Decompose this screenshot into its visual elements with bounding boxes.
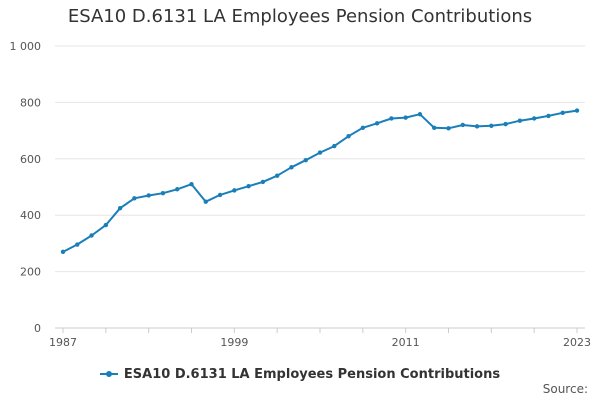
data-point — [175, 187, 180, 192]
data-point — [260, 179, 266, 185]
data-point — [303, 158, 308, 163]
x-tick-label: 1987 — [49, 336, 77, 349]
data-point — [132, 196, 137, 201]
data-point — [274, 173, 280, 178]
data-point — [189, 181, 194, 187]
data-point — [117, 205, 123, 211]
data-point — [503, 121, 508, 127]
data-point — [75, 242, 80, 247]
data-point — [60, 249, 66, 255]
data-point — [246, 183, 251, 189]
y-tick-label: 600 — [20, 153, 41, 166]
chart-title: ESA10 D.6131 LA Employees Pension Contri… — [67, 6, 533, 27]
source-label: Source: — [542, 382, 588, 396]
data-point — [289, 165, 294, 170]
y-tick-label: 0 — [34, 322, 41, 335]
y-tick-label: 400 — [20, 209, 41, 222]
data-point — [217, 192, 223, 198]
data-point — [317, 150, 323, 155]
legend-label: ESA10 D.6131 LA Employees Pension Contri… — [123, 366, 501, 382]
data-point — [203, 199, 208, 204]
data-point — [232, 188, 237, 193]
chart-legend: ESA10 D.6131 LA Employees Pension Contri… — [0, 364, 600, 382]
x-tick-label: 1999 — [220, 336, 248, 349]
data-point — [389, 116, 394, 121]
legend-marker-icon — [99, 371, 118, 377]
y-tick-label: 200 — [20, 266, 41, 279]
data-point — [146, 193, 151, 198]
x-tick-label: 2011 — [392, 336, 420, 349]
data-point — [103, 222, 109, 228]
legend-item[interactable]: ESA10 D.6131 LA Employees Pension Contri… — [99, 366, 501, 382]
data-point — [346, 134, 351, 139]
data-point — [332, 143, 337, 149]
data-point — [403, 115, 408, 120]
data-point — [517, 118, 523, 123]
data-point — [417, 112, 423, 117]
x-tick-label: 2023 — [563, 336, 591, 349]
data-point — [432, 125, 437, 130]
data-point — [89, 233, 94, 238]
y-tick-label: 800 — [20, 96, 41, 109]
data-point — [489, 123, 494, 129]
data-point — [360, 125, 366, 130]
series-line — [62, 109, 578, 253]
data-point — [160, 191, 166, 196]
y-tick-label: 1 000 — [10, 40, 42, 53]
data-point — [474, 124, 480, 129]
data-point — [574, 108, 580, 113]
data-point — [531, 116, 537, 121]
data-point — [446, 126, 451, 131]
data-point — [560, 110, 565, 116]
data-point — [546, 113, 551, 119]
data-point — [374, 121, 380, 126]
data-point — [460, 122, 465, 128]
